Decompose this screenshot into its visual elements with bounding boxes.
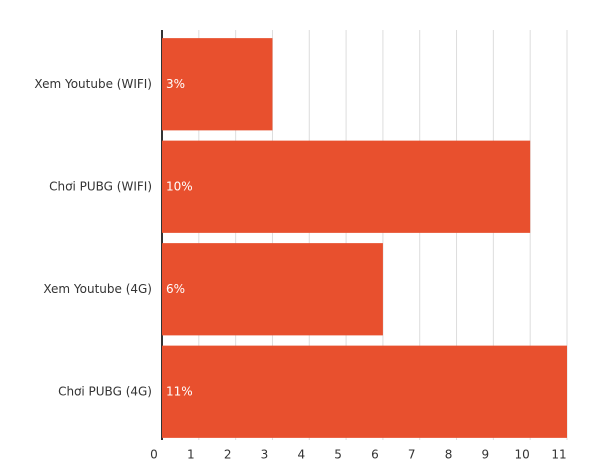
x-tick-label: 7 bbox=[408, 448, 416, 462]
x-tick-label: 4 bbox=[297, 448, 305, 462]
x-tick-label: 11 bbox=[551, 448, 566, 462]
value-label: 3% bbox=[166, 77, 185, 91]
value-label: 10% bbox=[166, 179, 193, 193]
y-tick-label: Chơi PUBG (4G) bbox=[58, 384, 152, 398]
bar bbox=[162, 38, 273, 131]
x-tick-label: 10 bbox=[515, 448, 530, 462]
bar bbox=[162, 345, 567, 438]
x-tick-label: 8 bbox=[445, 448, 453, 462]
x-tick-label: 3 bbox=[261, 448, 269, 462]
x-tick-label: 5 bbox=[334, 448, 342, 462]
x-tick-label: 0 bbox=[150, 448, 158, 462]
y-tick-label: Chơi PUBG (WIFI) bbox=[49, 179, 152, 193]
x-tick-label: 2 bbox=[224, 448, 232, 462]
x-tick-label: 6 bbox=[371, 448, 379, 462]
x-tick-label: 1 bbox=[187, 448, 195, 462]
x-tick-label: 9 bbox=[482, 448, 490, 462]
bar bbox=[162, 140, 531, 233]
value-label: 6% bbox=[166, 282, 185, 296]
y-tick-label: Xem Youtube (4G) bbox=[43, 282, 152, 296]
y-tick-label: Xem Youtube (WIFI) bbox=[34, 77, 152, 91]
value-label: 11% bbox=[166, 384, 193, 398]
bar bbox=[162, 243, 383, 336]
